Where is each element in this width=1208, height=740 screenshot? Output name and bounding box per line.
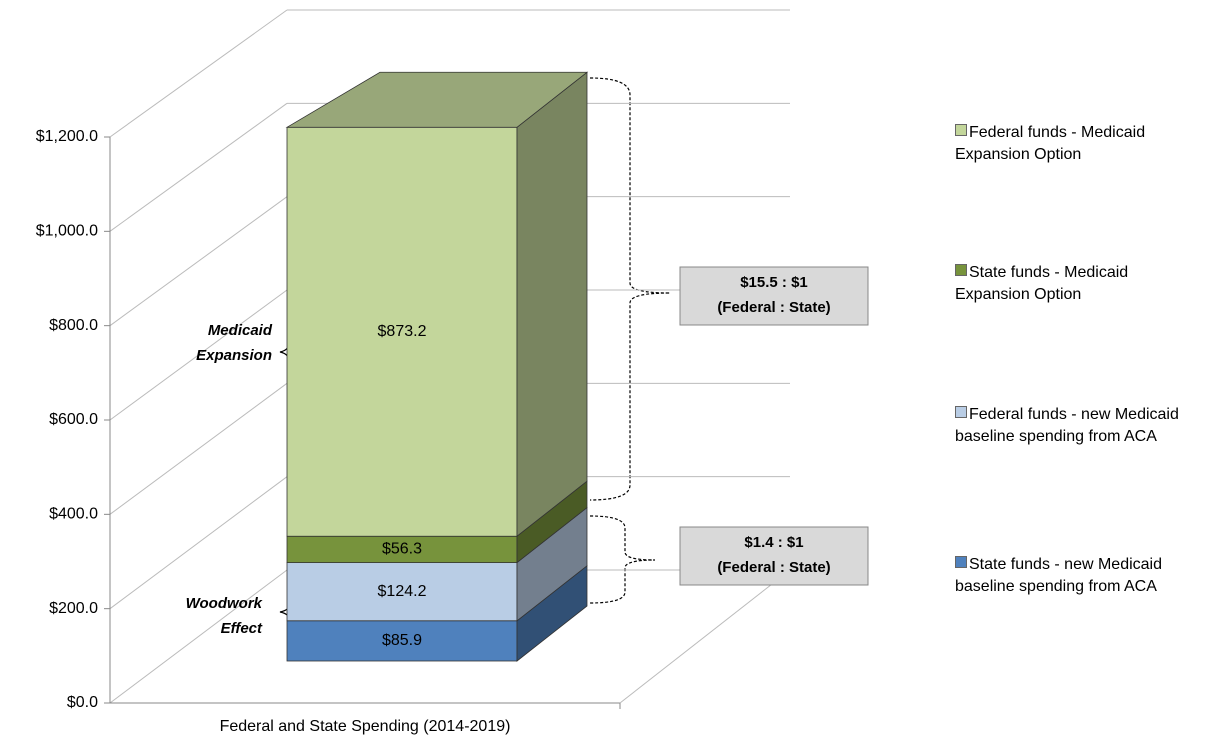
grid-line bbox=[109, 476, 288, 610]
legend-label: Federal funds - new Medicaid baseline sp… bbox=[955, 406, 1179, 445]
legend-item: Federal funds - new Medicaid baseline sp… bbox=[955, 404, 1205, 448]
data-label: $56.3 bbox=[382, 541, 422, 558]
data-label: $873.2 bbox=[378, 323, 427, 340]
y-tick-label: $400.0 bbox=[49, 506, 98, 523]
bar-segment bbox=[286, 620, 518, 662]
annotation: Woodwork Effect bbox=[186, 595, 263, 637]
legend-swatch bbox=[955, 556, 967, 568]
legend-item: State funds - new Medicaid baseline spen… bbox=[955, 554, 1205, 598]
y-tick-label: $0.0 bbox=[67, 694, 98, 711]
annotation-text: (Federal : State) bbox=[717, 559, 830, 576]
legend-swatch bbox=[955, 264, 967, 276]
annotation-text: (Federal : State) bbox=[717, 299, 830, 316]
annotation-text: Effect bbox=[221, 620, 263, 637]
y-tick-label: $1,200.0 bbox=[36, 128, 98, 145]
bar-side bbox=[516, 71, 588, 538]
x-axis-label: Federal and State Spending (2014-2019) bbox=[220, 718, 511, 735]
grid-line bbox=[109, 102, 288, 232]
legend-item: State funds - Medicaid Expansion Option bbox=[955, 262, 1205, 306]
annotation-box bbox=[679, 266, 869, 326]
annotation: $15.5 : $1 (Federal : State) bbox=[679, 266, 869, 326]
legend-swatch bbox=[955, 124, 967, 136]
y-tick-label: $200.0 bbox=[49, 600, 98, 617]
annotation-text: Woodwork bbox=[186, 595, 263, 612]
annotation-text: $1.4 : $1 bbox=[744, 534, 803, 551]
annotation-text: Expansion bbox=[196, 347, 272, 364]
bar-top bbox=[285, 71, 589, 128]
grid-line bbox=[109, 569, 288, 704]
grid-line bbox=[109, 289, 288, 421]
annotation: Medicaid Expansion bbox=[196, 322, 273, 364]
bar-segment bbox=[286, 126, 518, 537]
data-label: $124.2 bbox=[378, 583, 427, 600]
y-tick-label: $600.0 bbox=[49, 411, 98, 428]
annotation-box bbox=[679, 526, 869, 586]
grid-line bbox=[109, 382, 288, 515]
floor bbox=[619, 569, 791, 704]
legend-item: Federal funds - Medicaid Expansion Optio… bbox=[955, 122, 1205, 166]
bar-segment bbox=[286, 562, 518, 622]
annotation: $1.4 : $1 (Federal : State) bbox=[679, 526, 869, 586]
y-tick-label: $800.0 bbox=[49, 317, 98, 334]
data-label: $85.9 bbox=[382, 632, 422, 649]
legend-swatch bbox=[955, 406, 967, 418]
y-tick-label: $1,000.0 bbox=[36, 223, 98, 240]
legend-label: Federal funds - Medicaid Expansion Optio… bbox=[955, 124, 1146, 163]
annotation-text: $15.5 : $1 bbox=[740, 274, 808, 291]
legend-label: State funds - new Medicaid baseline spen… bbox=[955, 556, 1162, 595]
grid-line bbox=[109, 196, 288, 327]
grid-line bbox=[109, 9, 288, 138]
legend-label: State funds - Medicaid Expansion Option bbox=[955, 264, 1129, 303]
annotation-text: Medicaid bbox=[208, 322, 273, 339]
